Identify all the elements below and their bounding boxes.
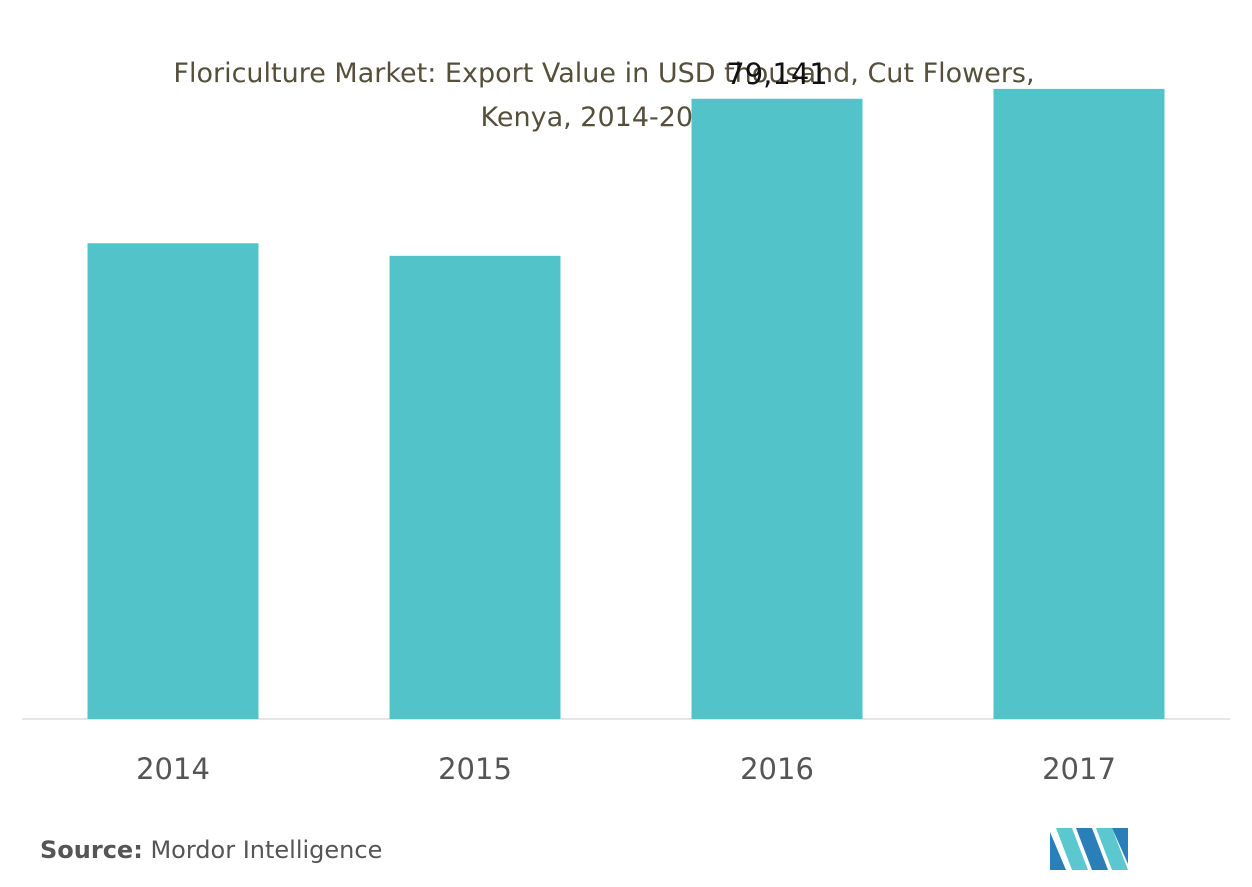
chart-title-line-1: Floriculture Market: Export Value in USD… xyxy=(173,58,1035,89)
bar-2016 xyxy=(691,98,863,719)
bar-2014 xyxy=(87,243,259,719)
data-label-2016: 79,141 xyxy=(726,57,827,91)
x-tick-label-2015: 2015 xyxy=(438,752,512,786)
chart-title: Floriculture Market: Export Value in USD… xyxy=(0,52,1208,140)
x-tick-label-2014: 2014 xyxy=(136,752,210,786)
source-note: Source: Mordor Intelligence xyxy=(40,836,382,864)
bar-2015 xyxy=(389,255,561,719)
source-value: Mordor Intelligence xyxy=(150,836,383,864)
x-tick-label-2016: 2016 xyxy=(740,752,814,786)
mordor-intelligence-logo-icon xyxy=(1050,828,1128,870)
bar-2017 xyxy=(993,88,1165,720)
source-label: Source: xyxy=(40,836,143,864)
chart-title-line-2: Kenya, 2014-2017 xyxy=(480,102,728,133)
x-tick-label-2017: 2017 xyxy=(1042,752,1116,786)
